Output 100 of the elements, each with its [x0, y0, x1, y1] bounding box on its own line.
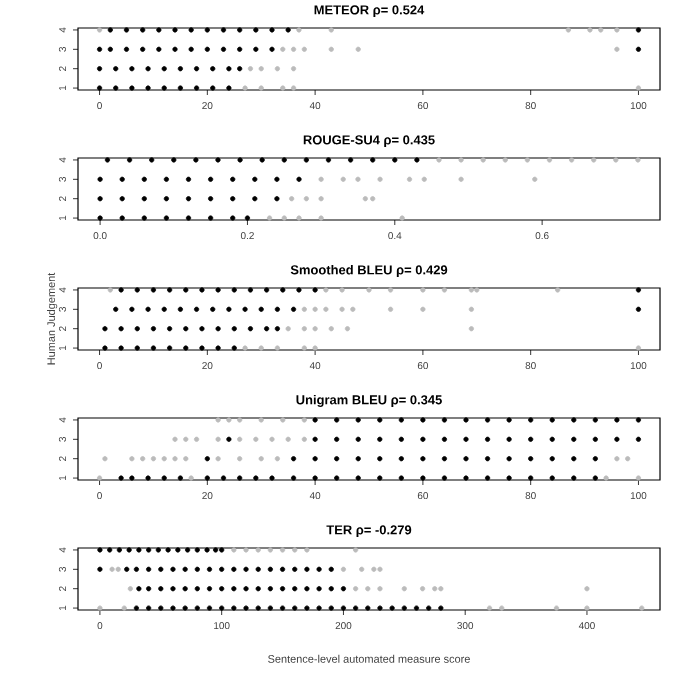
- point: [296, 27, 302, 33]
- point: [339, 306, 345, 312]
- point: [231, 566, 237, 572]
- point: [163, 215, 170, 221]
- point: [639, 605, 645, 611]
- point: [355, 46, 361, 52]
- point: [553, 605, 560, 611]
- point: [266, 215, 273, 221]
- point: [458, 176, 464, 182]
- point: [635, 46, 642, 52]
- point: [502, 157, 508, 163]
- point: [247, 66, 254, 72]
- point: [237, 456, 243, 462]
- point: [549, 456, 555, 462]
- point: [279, 566, 286, 572]
- point: [107, 27, 113, 33]
- point: [149, 157, 155, 163]
- point: [377, 456, 383, 462]
- point: [420, 436, 426, 442]
- point: [237, 157, 243, 163]
- point: [215, 326, 221, 332]
- point: [150, 456, 157, 462]
- point: [102, 345, 108, 351]
- point: [546, 157, 553, 163]
- point: [292, 586, 298, 592]
- point: [208, 196, 214, 202]
- point: [129, 475, 135, 481]
- point: [441, 436, 448, 442]
- point: [401, 605, 407, 611]
- point: [145, 475, 151, 481]
- point: [230, 196, 236, 202]
- point: [463, 436, 469, 442]
- point: [377, 586, 383, 592]
- point: [208, 176, 214, 182]
- point: [340, 586, 347, 592]
- point: [183, 326, 189, 332]
- point: [486, 605, 493, 611]
- point: [296, 287, 302, 293]
- point: [97, 196, 103, 202]
- point: [204, 475, 210, 481]
- point: [210, 306, 216, 312]
- point: [571, 417, 577, 423]
- point: [237, 417, 243, 423]
- point: [371, 566, 377, 572]
- point: [206, 586, 213, 592]
- point: [199, 326, 205, 332]
- point: [274, 176, 280, 182]
- point: [304, 586, 310, 592]
- point: [289, 196, 295, 202]
- point: [161, 456, 167, 462]
- point: [389, 605, 395, 611]
- point: [212, 547, 219, 553]
- point: [113, 66, 119, 72]
- point: [328, 586, 334, 592]
- point: [377, 436, 383, 442]
- point: [119, 176, 125, 182]
- point: [312, 417, 318, 423]
- point: [421, 176, 427, 182]
- point: [267, 605, 273, 611]
- point: [193, 436, 200, 442]
- point: [398, 417, 404, 423]
- point: [258, 85, 264, 91]
- point: [258, 306, 264, 312]
- point: [274, 196, 280, 202]
- point: [290, 475, 297, 481]
- point: [199, 345, 205, 351]
- point: [150, 287, 157, 293]
- point: [420, 456, 426, 462]
- point: [219, 547, 225, 553]
- point: [204, 456, 210, 462]
- point: [220, 27, 227, 33]
- point: [279, 586, 286, 592]
- point: [301, 436, 307, 442]
- point: [549, 475, 555, 481]
- point: [506, 456, 512, 462]
- point: [188, 27, 194, 33]
- point: [226, 85, 232, 91]
- point: [323, 287, 329, 293]
- point: [230, 176, 236, 182]
- point: [124, 566, 130, 572]
- point: [188, 46, 194, 52]
- point: [231, 287, 237, 293]
- point: [413, 605, 420, 611]
- point: [133, 605, 140, 611]
- point: [353, 547, 359, 553]
- point: [156, 46, 162, 52]
- point: [312, 475, 318, 481]
- point: [584, 586, 590, 592]
- point: [635, 417, 642, 423]
- point: [193, 157, 199, 163]
- point: [242, 85, 248, 91]
- point: [312, 306, 318, 312]
- point: [625, 456, 631, 462]
- point: [146, 547, 152, 553]
- point: [145, 66, 151, 72]
- point: [592, 417, 598, 423]
- point: [118, 345, 124, 351]
- point: [170, 605, 176, 611]
- point: [161, 85, 167, 91]
- point: [146, 605, 152, 611]
